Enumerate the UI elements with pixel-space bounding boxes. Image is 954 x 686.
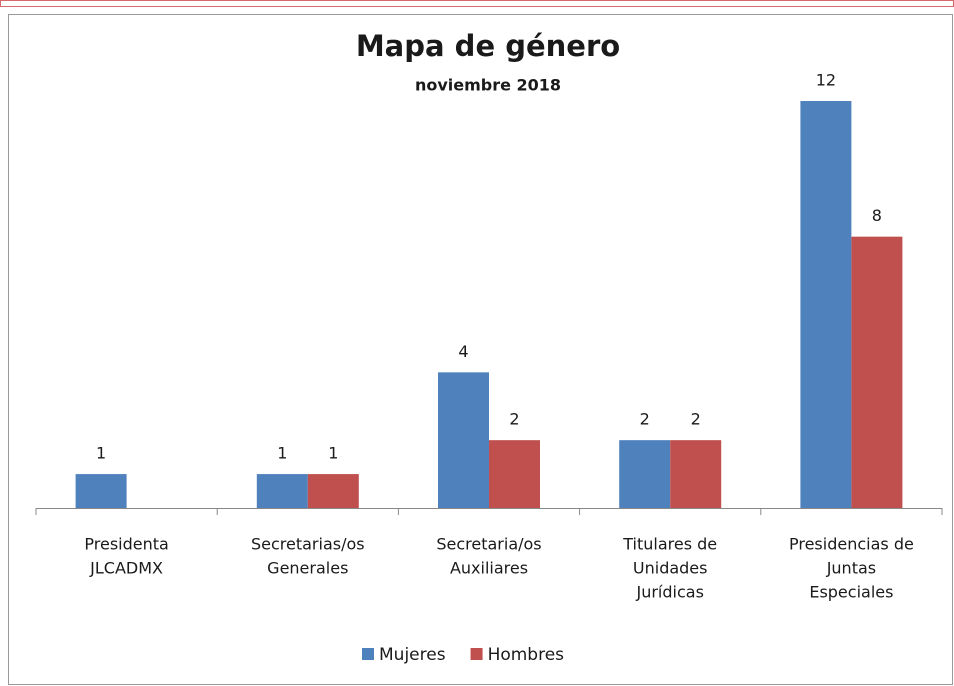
x-tick-label: Jurídicas: [635, 583, 703, 602]
data-label: 1: [328, 444, 338, 463]
legend-label: Hombres: [488, 645, 565, 665]
data-label: 2: [509, 410, 519, 429]
data-label: 2: [640, 410, 650, 429]
x-tick-label: JLCADMX: [89, 559, 163, 578]
data-label: 1: [277, 444, 287, 463]
x-tick-label: Especiales: [809, 583, 893, 602]
bar: [851, 236, 903, 508]
x-tick-label: Secretaria/os: [436, 535, 541, 554]
chart-subtitle: noviembre 2018: [415, 76, 561, 95]
legend-swatch: [362, 648, 374, 660]
bar: [75, 474, 127, 508]
data-label: 4: [458, 342, 468, 361]
x-tick-label: Titulares de: [622, 535, 717, 554]
bar: [619, 440, 671, 508]
chart-title: Mapa de género: [356, 29, 620, 63]
x-tick-label: Presidencias de: [789, 535, 914, 554]
x-tick-label: Presidenta: [84, 535, 168, 554]
data-label: 1: [96, 444, 106, 463]
data-label: 2: [691, 410, 701, 429]
bar: [489, 440, 540, 508]
x-tick-label: Auxiliares: [450, 559, 528, 578]
chart-frame: [8, 14, 953, 685]
x-tick-label: Secretarias/os: [251, 535, 365, 554]
bar: [307, 474, 359, 508]
data-label: 8: [872, 206, 882, 225]
legend-label: Mujeres: [379, 645, 446, 665]
bar: [438, 372, 489, 508]
data-label: 12: [816, 71, 836, 90]
frame-top: [0, 0, 954, 7]
bar: [670, 440, 722, 508]
bar: [800, 101, 852, 508]
legend-swatch: [470, 648, 483, 660]
x-tick-label: Unidades: [633, 559, 708, 578]
x-tick-label: Generales: [267, 559, 348, 578]
x-tick-label: Juntas: [826, 559, 876, 578]
bar: [256, 474, 308, 508]
